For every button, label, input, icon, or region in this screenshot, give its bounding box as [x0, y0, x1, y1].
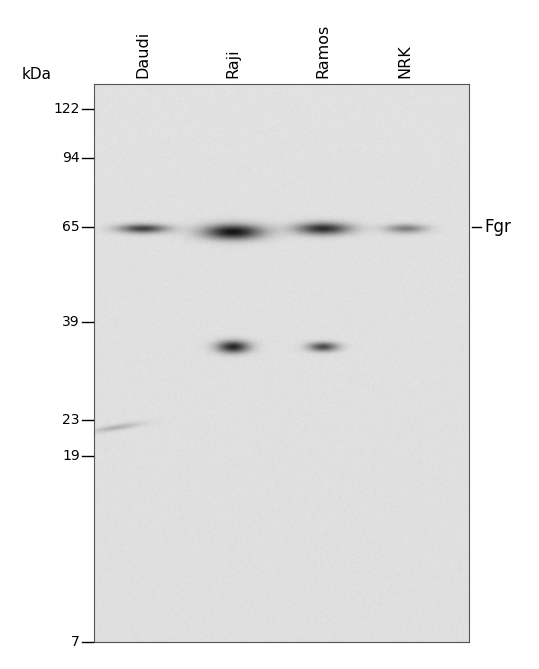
- Text: Raji: Raji: [225, 49, 240, 78]
- Text: 19: 19: [62, 449, 80, 463]
- Text: NRK: NRK: [398, 45, 413, 78]
- Text: 39: 39: [62, 315, 80, 329]
- Text: kDa: kDa: [22, 68, 52, 82]
- Text: 65: 65: [62, 219, 80, 233]
- Text: 94: 94: [62, 151, 80, 165]
- Text: Fgr: Fgr: [484, 217, 511, 235]
- Text: 122: 122: [53, 102, 80, 116]
- Text: 7: 7: [71, 635, 80, 649]
- Text: Ramos: Ramos: [315, 24, 330, 78]
- Text: Daudi: Daudi: [135, 31, 150, 78]
- Text: 23: 23: [63, 413, 80, 427]
